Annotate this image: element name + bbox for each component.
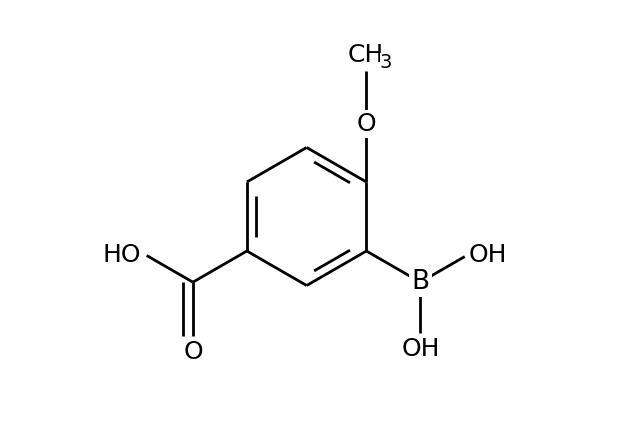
Text: OH: OH xyxy=(468,243,507,267)
Text: OH: OH xyxy=(401,337,440,361)
Text: O: O xyxy=(184,340,203,364)
Text: CH: CH xyxy=(348,43,383,67)
Text: HO: HO xyxy=(103,242,141,267)
Text: O: O xyxy=(356,112,376,136)
Text: B: B xyxy=(412,269,429,295)
Text: 3: 3 xyxy=(380,52,392,71)
